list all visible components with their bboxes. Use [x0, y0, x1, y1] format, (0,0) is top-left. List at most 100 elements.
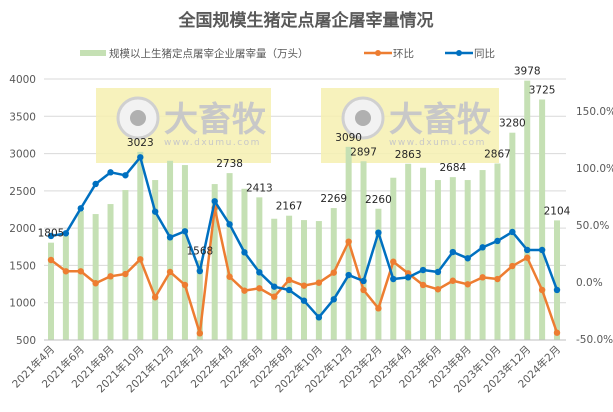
- bar: [524, 80, 531, 341]
- bar: [449, 177, 456, 340]
- yoy-point: [166, 234, 174, 241]
- bar: [494, 163, 501, 340]
- legend-bar-label: 规模以上生猪定点屠宰企业屠宰量（万头）: [109, 47, 309, 60]
- legend-hb-label: 环比: [393, 47, 414, 60]
- yoy-point: [77, 205, 84, 212]
- watermark-brand: 大畜牧: [389, 100, 492, 140]
- y-left-tick-label: 3500: [9, 111, 36, 123]
- bar-data-label: 2738: [216, 158, 243, 170]
- mom-point: [226, 273, 233, 280]
- bar: [107, 204, 114, 340]
- yoy-point: [464, 255, 471, 262]
- mom-point: [151, 294, 159, 301]
- bar: [554, 220, 560, 340]
- bar: [137, 151, 144, 340]
- yoy-point: [196, 267, 204, 275]
- mom-point: [47, 256, 55, 264]
- bar: [92, 214, 99, 340]
- legend-tb-marker: [456, 50, 462, 56]
- bar: [122, 190, 129, 340]
- mom-point: [77, 268, 84, 275]
- line-series: [47, 154, 561, 337]
- mom-point: [92, 280, 99, 287]
- mom-point: [196, 330, 204, 337]
- mom-point: [122, 270, 129, 278]
- bar: [271, 218, 278, 340]
- mom-point: [419, 281, 427, 289]
- yoy-point: [390, 275, 397, 283]
- y-right-tick-label: 100.0%: [576, 163, 613, 175]
- yoy-point: [375, 229, 382, 236]
- bar-data-label: 2863: [395, 149, 422, 161]
- bar-data-label: 3090: [335, 132, 362, 144]
- y-left-tick-label: 2000: [9, 223, 36, 235]
- bar: [434, 180, 441, 340]
- y-left-tick-label: 1000: [9, 298, 36, 310]
- yoy-point: [404, 274, 412, 281]
- mom-point: [330, 269, 337, 276]
- yoy-point: [241, 249, 248, 256]
- mom-point: [538, 286, 546, 294]
- mom-point: [241, 287, 248, 294]
- mom-point: [256, 285, 263, 292]
- y-right-tick-label: 150.0%: [576, 106, 613, 118]
- legend-hb-marker: [375, 50, 381, 56]
- mom-point: [449, 277, 457, 284]
- legend-tb-label: 同比: [474, 47, 495, 60]
- bar-data-label: 2104: [544, 205, 571, 217]
- mom-point: [553, 329, 561, 336]
- mom-point: [390, 258, 397, 265]
- bar: [256, 197, 263, 340]
- yoy-point: [62, 230, 70, 237]
- mom-point: [285, 276, 293, 284]
- mom-point: [315, 279, 323, 286]
- y-right-tick-label: -50.0%: [576, 334, 613, 346]
- mom-point: [360, 286, 367, 294]
- yoy-point: [315, 314, 323, 321]
- mom-point: [300, 282, 308, 289]
- bar-data-label: 2867: [484, 148, 511, 160]
- watermark-eye-pupil: [130, 110, 146, 126]
- yoy-point: [360, 277, 367, 285]
- bar: [48, 242, 54, 340]
- yoy-point: [92, 180, 99, 188]
- bar: [152, 180, 159, 340]
- bar-data-label: 2413: [246, 182, 273, 194]
- mom-point: [464, 281, 471, 288]
- mom-point: [166, 268, 174, 276]
- mom-point: [434, 286, 442, 293]
- yoy-point: [181, 228, 189, 235]
- chart-title: 全国规模生猪定点屠企屠宰量情况: [178, 10, 434, 31]
- yoy-point: [345, 271, 352, 279]
- bar: [509, 132, 516, 340]
- yoy-point: [434, 268, 442, 276]
- watermark-url: www.dxumu.com: [164, 138, 261, 148]
- bar: [241, 188, 248, 340]
- yoy-point: [271, 283, 278, 290]
- y-right-tick-label: 0.0%: [576, 277, 603, 289]
- mom-point: [375, 305, 382, 312]
- yoy-point: [256, 269, 263, 276]
- y-right-tick-label: 50.0%: [576, 220, 609, 232]
- yoy-point: [479, 244, 486, 251]
- bar: [167, 160, 174, 340]
- bar: [62, 235, 69, 340]
- yoy-point: [285, 286, 293, 294]
- bar: [479, 170, 486, 340]
- mom-point: [509, 262, 516, 270]
- yoy-point: [494, 237, 501, 245]
- yoy-point: [538, 246, 546, 254]
- yoy-point: [226, 221, 233, 228]
- mom-point: [524, 254, 531, 261]
- mom-point: [107, 273, 114, 280]
- watermark-brand: 大畜牧: [164, 100, 267, 140]
- watermark-eye-pupil: [355, 110, 371, 126]
- bar: [226, 173, 233, 340]
- y-left-tick-label: 1500: [9, 260, 36, 272]
- bar: [77, 210, 84, 340]
- bar-data-label: 2260: [365, 194, 392, 206]
- legend-bar-swatch: [80, 50, 106, 56]
